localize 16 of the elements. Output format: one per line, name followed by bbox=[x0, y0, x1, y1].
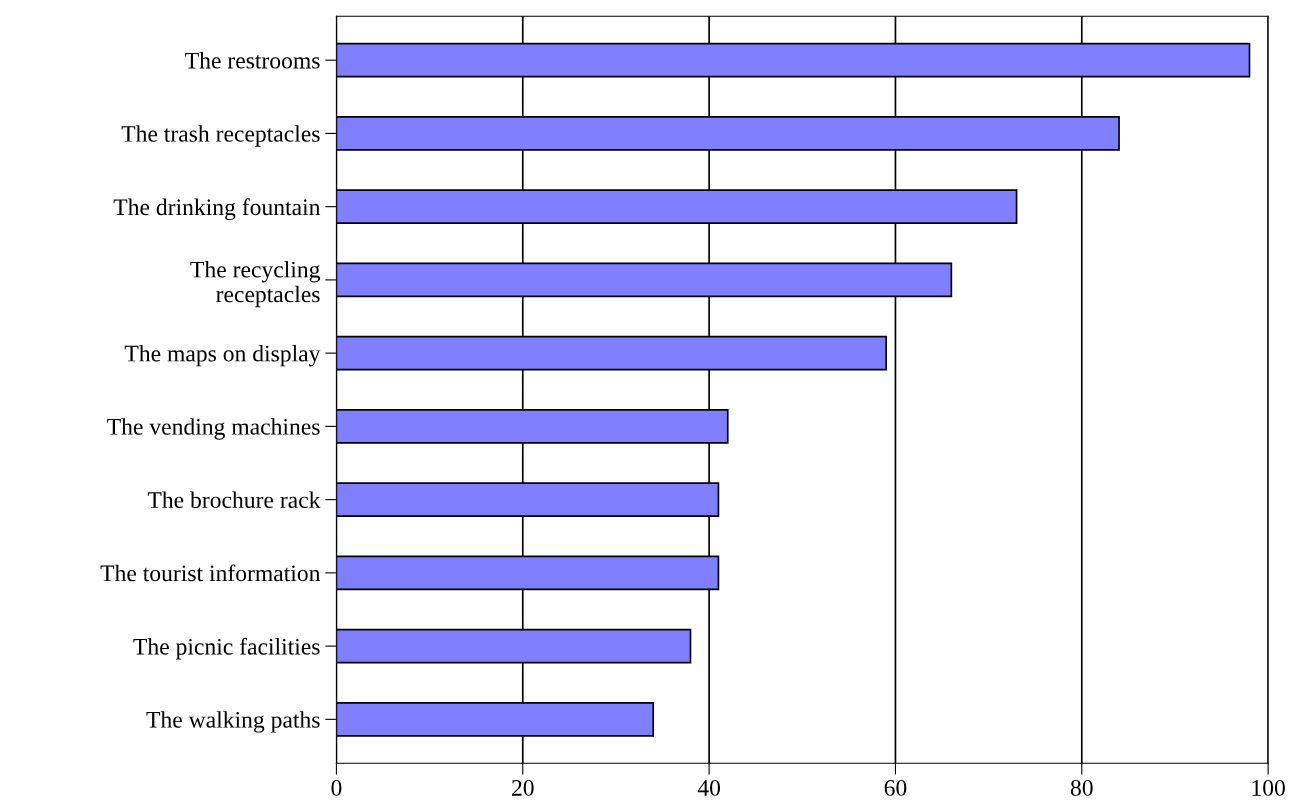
x-tick-label: 80 bbox=[1070, 779, 1093, 796]
x-tick-label: 20 bbox=[512, 779, 534, 796]
y-tick-label: The restrooms bbox=[185, 51, 320, 69]
x-tick-label: 0 bbox=[331, 779, 342, 796]
y-tick-label: The brochure rack bbox=[147, 491, 321, 509]
y-tick-label: The trash receptacles bbox=[121, 125, 320, 147]
x-tick-label: 40 bbox=[697, 779, 721, 796]
y-tick-label: The maps on display bbox=[124, 344, 321, 367]
y-tick-label: The tourist information bbox=[100, 564, 321, 582]
y-tick-label: The vending machines bbox=[107, 418, 320, 440]
y-tick-label: The walking paths bbox=[146, 711, 320, 733]
y-tick-label: The recycling receptacles bbox=[190, 260, 321, 308]
x-tick-label: 60 bbox=[884, 779, 907, 796]
x-tick-label: 100 bbox=[1252, 779, 1285, 796]
y-tick-label: The drinking fountain bbox=[113, 198, 321, 221]
y-tick-label: The picnic facilities bbox=[133, 637, 320, 660]
